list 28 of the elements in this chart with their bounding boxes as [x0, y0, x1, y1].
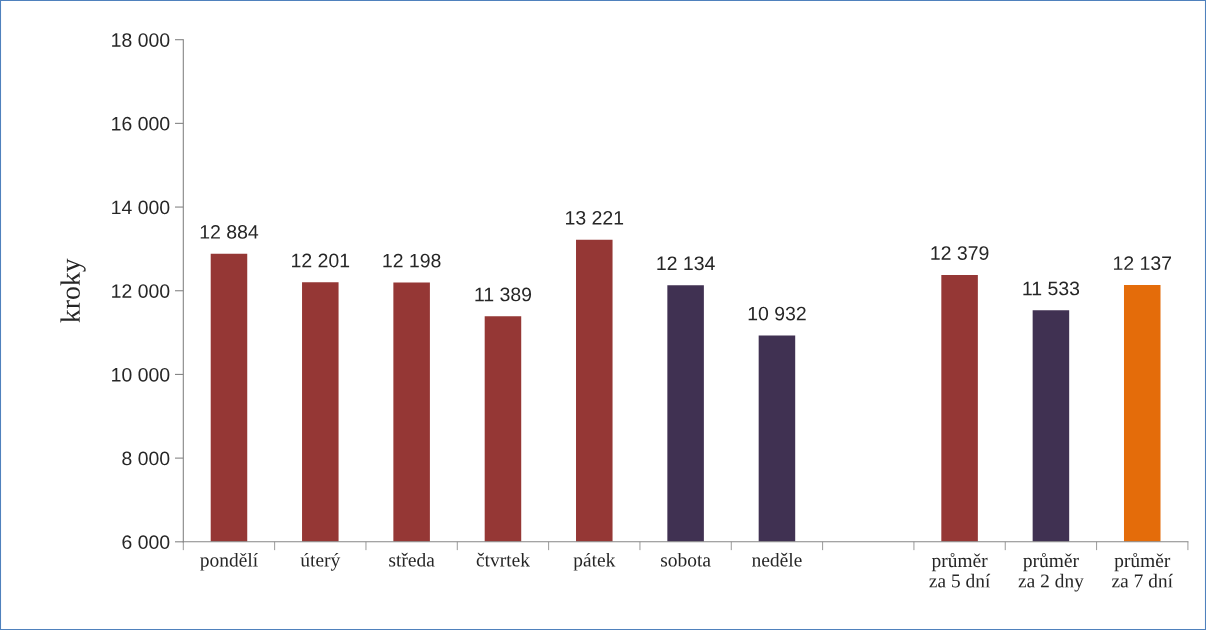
data-label: 11 533	[1023, 281, 1080, 296]
x-tick-label: průměr za 5 dní	[929, 552, 991, 588]
data-label: 12 137	[1114, 256, 1172, 271]
x-tick-label: pátek	[573, 552, 616, 571]
y-tick-label: 8 000	[122, 451, 170, 466]
data-label: 11 389	[475, 287, 532, 302]
x-tick-label: středa	[389, 552, 435, 567]
data-label: 12 134	[657, 256, 715, 271]
data-label: 12 884	[200, 225, 259, 239]
y-tick-label: 16 000	[112, 116, 170, 131]
data-label: 12 379	[931, 246, 989, 260]
x-tick-label: průměr za 7 dní	[1111, 552, 1173, 588]
x-tick-label: pondělí	[200, 552, 258, 571]
data-label: 12 198	[383, 253, 441, 268]
x-tick-label: průměr za 2 dny	[1018, 552, 1084, 592]
y-tick-label: 18 000	[112, 33, 170, 47]
x-tick-label: čtvrtek	[476, 552, 530, 567]
y-tick-label: 14 000	[112, 200, 170, 215]
data-label: 13 221	[566, 210, 624, 225]
data-label: 12 201	[292, 253, 350, 268]
y-axis-title: kroky	[60, 258, 86, 323]
x-tick-label: sobota	[661, 552, 711, 567]
x-tick-label: neděle	[752, 552, 802, 567]
y-tick-label: 10 000	[112, 367, 170, 382]
x-tick-label: úterý	[300, 552, 341, 571]
y-tick-label: 12 000	[112, 284, 170, 298]
y-tick-label: 6 000	[122, 535, 170, 550]
data-label: 10 932	[748, 306, 806, 321]
